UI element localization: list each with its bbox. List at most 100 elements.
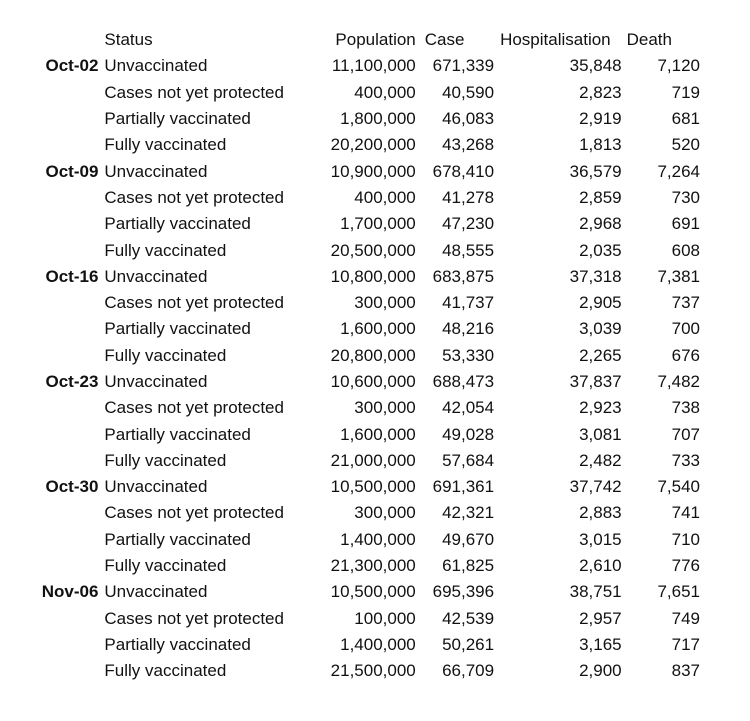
population-cell: 10,500,000 [330,582,416,602]
date-cell [0,395,98,421]
population-cell: 300,000 [354,293,416,313]
case-cell: 48,555 [442,240,495,260]
death-cell: 749 [671,608,700,628]
population-cell: 10,900,000 [330,161,416,181]
death-cell: 776 [671,556,700,576]
hospitalisation-cell: 2,823 [579,82,622,102]
death-cell: 741 [671,503,700,523]
population-cell: 21,000,000 [330,450,416,470]
status-cell: Partially vaccinated [104,529,251,549]
date-cell: Oct-16 [45,266,99,286]
date-cell [0,448,98,474]
table-row: Fully vaccinated 20,800,000 53,330 2,265 676 [0,343,700,369]
date-cell [0,290,98,316]
hospitalisation-cell: 2,610 [579,556,622,576]
date-cell: Oct-23 [45,372,99,391]
hospitalisation-cell: 2,923 [579,398,622,418]
case-cell: 688,473 [432,372,495,391]
date-cell [0,500,98,526]
population-cell: 10,600,000 [330,372,416,391]
table-row: Partially vaccinated 1,600,000 48,216 3,039… [0,316,700,342]
header-status: Status [104,30,153,50]
case-cell: 40,590 [442,82,495,102]
table-row: Cases not yet protected 300,000 42,321 2,88… [0,500,700,526]
table-row: Cases not yet protected 100,000 42,539 2,95… [0,606,700,632]
hospitalisation-cell: 36,579 [569,161,622,181]
death-cell: 7,540 [657,477,700,497]
hospitalisation-cell: 2,919 [579,109,622,129]
status-cell: Cases not yet protected [104,293,284,313]
date-cell [0,606,98,632]
date-cell [0,132,98,158]
population-cell: 1,600,000 [340,319,416,339]
status-cell: Unvaccinated [104,56,208,76]
population-cell: 400,000 [354,82,416,102]
table-row: Oct-30 Unvaccinated 10,500,000 691,361 37,74… [0,474,700,500]
case-cell: 61,825 [442,556,495,576]
case-cell: 42,321 [442,503,495,523]
death-cell: 7,264 [657,161,700,181]
population-cell: 10,800,000 [330,266,416,286]
status-cell: Fully vaccinated [104,240,227,260]
death-cell: 520 [671,135,700,155]
date-cell [0,632,98,658]
table-row: Oct-02 Unvaccinated 11,100,000 671,339 35,84… [0,53,700,79]
status-cell: Partially vaccinated [104,214,251,234]
table-row: Oct-23 Unvaccinated 10,600,000 688,473 37,83… [0,369,700,395]
case-cell: 41,278 [442,187,495,207]
status-cell: Unvaccinated [104,582,208,602]
header-death: Death [626,30,672,50]
table-row: Fully vaccinated 21,000,000 57,684 2,482 733 [0,448,700,474]
death-cell: 837 [671,661,700,681]
status-cell: Partially vaccinated [104,424,251,444]
date-cell [0,106,98,132]
death-cell: 7,381 [657,266,700,286]
population-cell: 1,700,000 [340,214,416,234]
table-row: Oct-09 Unvaccinated 10,900,000 678,410 36,57… [0,158,700,184]
population-cell: 100,000 [354,608,416,628]
table-row: Partially vaccinated 1,600,000 49,028 3,081… [0,421,700,447]
death-cell: 7,120 [657,56,700,76]
date-cell: Nov-06 [41,582,99,602]
status-cell: Fully vaccinated [104,450,227,470]
header-case: Case [424,30,465,50]
population-cell: 1,400,000 [340,529,416,549]
status-cell: Cases not yet protected [104,82,284,102]
case-cell: 53,330 [442,345,495,365]
date-cell [0,527,98,553]
table-row: Cases not yet protected 300,000 42,054 2,92… [0,395,700,421]
vaccination-status-table: Status Population Case Hospitalisation D… [0,27,700,684]
population-cell: 300,000 [354,398,416,418]
hospitalisation-cell: 2,883 [579,503,622,523]
death-cell: 710 [671,529,700,549]
death-cell: 738 [671,398,700,418]
header-population: Population [335,30,416,50]
case-cell: 678,410 [432,161,495,181]
date-cell [0,553,98,579]
death-cell: 608 [671,240,700,260]
death-cell: 681 [671,109,700,129]
case-cell: 41,737 [442,293,495,313]
hospitalisation-cell: 3,165 [579,634,622,654]
hospitalisation-cell: 2,035 [579,240,622,260]
case-cell: 57,684 [442,450,495,470]
hospitalisation-cell: 3,039 [579,319,622,339]
population-cell: 11,100,000 [331,56,416,76]
case-cell: 671,339 [432,56,495,76]
date-cell: Oct-09 [45,161,99,181]
death-cell: 733 [671,450,700,470]
status-cell: Partially vaccinated [104,634,251,654]
case-cell: 683,875 [432,266,495,286]
death-cell: 676 [671,345,700,365]
table-row: Cases not yet protected 300,000 41,737 2,90… [0,290,700,316]
date-cell [0,343,98,369]
date-cell [0,237,98,263]
death-cell: 707 [671,424,700,444]
death-cell: 700 [671,319,700,339]
table-row: Fully vaccinated 20,200,000 43,268 1,813 520 [0,132,700,158]
hospitalisation-cell: 37,318 [569,266,622,286]
population-cell: 20,200,000 [330,135,416,155]
hospitalisation-cell: 2,482 [579,450,622,470]
date-cell [0,80,98,106]
status-cell: Cases not yet protected [104,503,284,523]
